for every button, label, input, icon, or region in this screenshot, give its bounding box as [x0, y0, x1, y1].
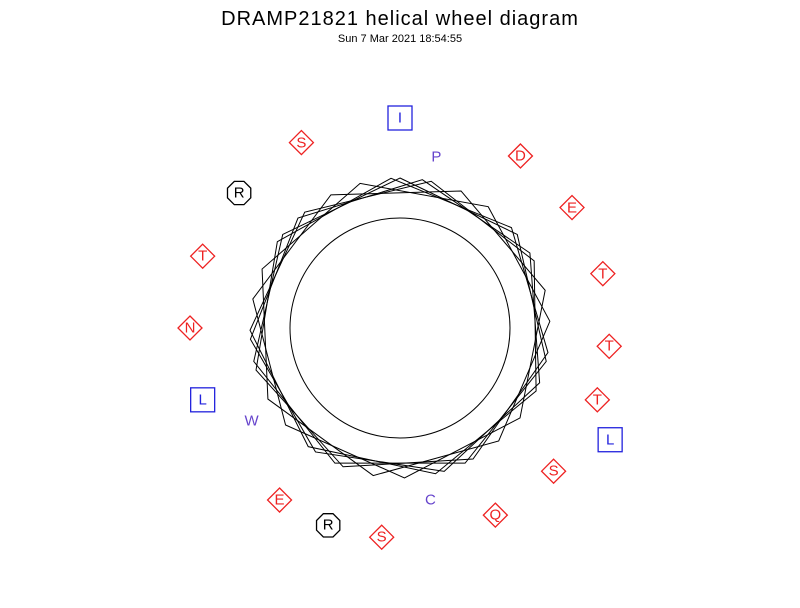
residue-letter: N	[185, 321, 196, 336]
residue-letter: D	[515, 148, 526, 163]
residue-letter: I	[398, 111, 402, 126]
residue-letter: R	[323, 518, 334, 533]
residue-letter: P	[431, 149, 441, 164]
residue-letter: E	[567, 200, 577, 215]
residue-letter: T	[198, 249, 207, 264]
residue-letter: S	[296, 135, 306, 150]
residue-letter: L	[606, 432, 614, 447]
residue-letter: S	[377, 530, 387, 545]
residue-letter: T	[598, 266, 607, 281]
residue-letter: C	[425, 493, 436, 508]
residue-letter: Q	[489, 508, 501, 523]
residue-letter: T	[593, 392, 602, 407]
residue-letter: W	[244, 413, 258, 428]
helical-wheel-svg	[0, 8, 800, 608]
residue-letter: T	[605, 339, 614, 354]
residue-letter: E	[275, 493, 285, 508]
residue-letter: S	[549, 464, 559, 479]
residue-letter: R	[234, 186, 245, 201]
residue-letter: L	[198, 392, 206, 407]
